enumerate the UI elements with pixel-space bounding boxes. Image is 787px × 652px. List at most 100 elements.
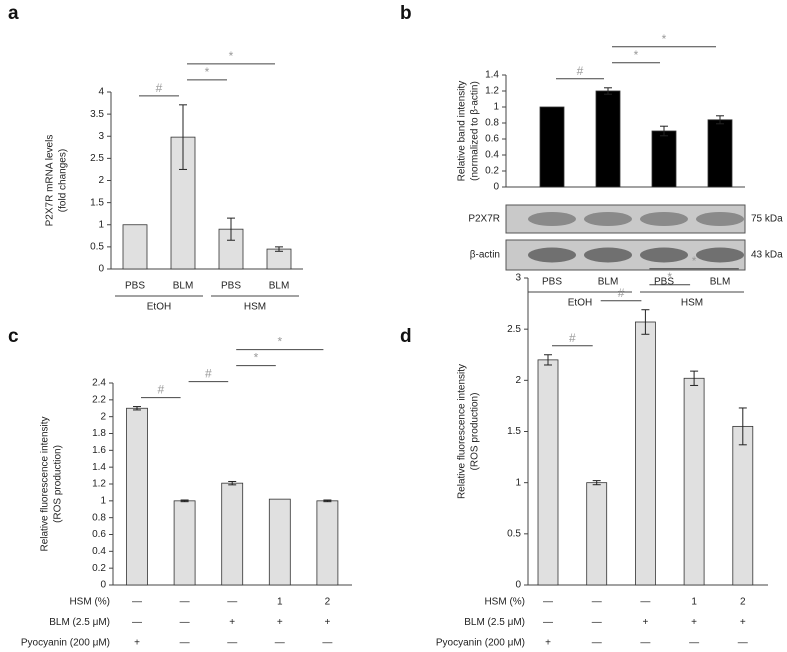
- group-label: HSM: [244, 302, 266, 313]
- condition-value: —: [592, 597, 602, 608]
- y-tick-label: 0.8: [92, 512, 106, 523]
- condition-label: Pyocyanin (200 μM): [21, 638, 110, 649]
- condition-value: 1: [691, 597, 697, 608]
- condition-label: HSM (%): [484, 597, 525, 608]
- x-tick-label: PBS: [542, 277, 562, 288]
- y-axis-label: Relative band intensity: [457, 81, 468, 182]
- condition-value: —: [180, 617, 190, 628]
- condition-value: —: [640, 597, 650, 608]
- y-tick-label: 0: [98, 264, 104, 275]
- y-tick-label: 0: [515, 580, 521, 591]
- bar: [539, 106, 565, 188]
- blot-band: [528, 212, 576, 226]
- bar: [707, 119, 733, 188]
- y-tick-label: 1.5: [507, 426, 521, 437]
- y-tick-label: 0.2: [92, 563, 106, 574]
- blot-band: [584, 212, 632, 226]
- y-tick-label: 0.2: [485, 166, 499, 177]
- condition-value: —: [592, 617, 602, 628]
- bar: [268, 498, 291, 586]
- bar: [126, 407, 148, 586]
- significance-mark: *: [229, 49, 234, 63]
- y-tick-label: 1: [100, 495, 106, 506]
- bar: [586, 482, 608, 586]
- condition-value: 2: [740, 597, 746, 608]
- y-tick-label: 2: [98, 175, 104, 186]
- y-tick-label: 0.6: [485, 134, 499, 145]
- x-tick-label: BLM: [173, 281, 194, 292]
- significance-mark: #: [569, 331, 576, 345]
- bar: [732, 425, 754, 586]
- y-tick-label: 0.6: [92, 529, 106, 540]
- blot-band: [696, 247, 744, 263]
- group-label: EtOH: [147, 302, 171, 313]
- blot-label: P2X7R: [468, 214, 500, 225]
- bar: [595, 90, 621, 188]
- significance-mark: #: [577, 64, 584, 78]
- condition-value: +: [324, 617, 330, 628]
- significance-mark: *: [662, 32, 667, 46]
- condition-value: —: [543, 617, 553, 628]
- y-tick-label: 1: [98, 219, 104, 230]
- significance-mark: *: [205, 65, 210, 79]
- y-tick-label: 1: [515, 477, 521, 488]
- x-tick-label: PBS: [221, 281, 241, 292]
- y-tick-label: 0.4: [485, 150, 499, 161]
- condition-value: +: [134, 638, 140, 649]
- y-tick-label: 3: [98, 131, 104, 142]
- group-label: EtOH: [568, 298, 592, 309]
- significance-mark: *: [667, 270, 672, 284]
- bar: [221, 482, 244, 586]
- x-tick-label: PBS: [125, 281, 145, 292]
- y-tick-label: 2: [515, 375, 521, 386]
- y-axis-label: Relative fluorescence intensity: [40, 416, 51, 551]
- y-tick-label: 2: [100, 411, 106, 422]
- blot-band: [640, 212, 688, 226]
- significance-mark: #: [205, 367, 212, 381]
- condition-value: —: [227, 638, 237, 649]
- condition-value: —: [543, 597, 553, 608]
- y-tick-label: 2.5: [507, 324, 521, 335]
- condition-value: —: [227, 597, 237, 608]
- blot-size: 75 kDa: [751, 214, 783, 225]
- y-tick-label: 4: [98, 87, 104, 98]
- blot-band: [640, 247, 688, 263]
- condition-value: +: [740, 617, 746, 628]
- blot-size: 43 kDa: [751, 250, 783, 261]
- y-axis-label: (normalized to β-actin): [470, 81, 481, 181]
- bar: [651, 130, 677, 188]
- y-tick-label: 1.2: [485, 86, 499, 97]
- condition-value: —: [738, 638, 748, 649]
- significance-mark: *: [692, 254, 697, 268]
- y-tick-label: 2.4: [92, 378, 106, 389]
- condition-value: —: [592, 638, 602, 649]
- y-tick-label: 2.2: [92, 394, 106, 405]
- y-tick-label: 3: [515, 273, 521, 284]
- y-tick-label: 1: [493, 102, 499, 113]
- condition-label: BLM (2.5 μM): [49, 617, 110, 628]
- x-tick-label: PBS: [654, 277, 674, 288]
- condition-value: —: [640, 638, 650, 649]
- y-axis-label: (fold changes): [58, 149, 69, 212]
- significance-mark: #: [618, 286, 625, 300]
- condition-label: HSM (%): [69, 597, 110, 608]
- y-tick-label: 1.4: [92, 462, 106, 473]
- condition-value: 1: [277, 597, 283, 608]
- y-tick-label: 2.5: [90, 153, 104, 164]
- y-tick-label: 1.5: [90, 197, 104, 208]
- y-tick-label: 0.4: [92, 546, 106, 557]
- y-axis-label: Relative fluorescence intensity: [457, 364, 468, 499]
- y-tick-label: 0: [100, 580, 106, 591]
- condition-value: +: [229, 617, 235, 628]
- panel-label: d: [400, 326, 412, 347]
- condition-value: +: [691, 617, 697, 628]
- significance-mark: *: [254, 351, 259, 365]
- panel-label: c: [8, 326, 19, 347]
- condition-value: —: [132, 597, 142, 608]
- x-tick-label: BLM: [269, 281, 290, 292]
- bar: [316, 500, 339, 586]
- bar: [537, 359, 559, 586]
- panel-label: b: [400, 3, 412, 24]
- significance-mark: #: [156, 81, 163, 95]
- y-tick-label: 1.4: [485, 70, 499, 81]
